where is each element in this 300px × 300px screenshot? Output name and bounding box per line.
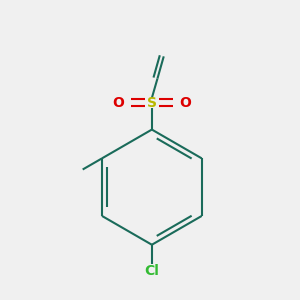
Text: O: O	[180, 96, 192, 110]
Text: O: O	[112, 96, 124, 110]
Text: S: S	[147, 96, 157, 110]
Text: Cl: Cl	[144, 264, 159, 278]
